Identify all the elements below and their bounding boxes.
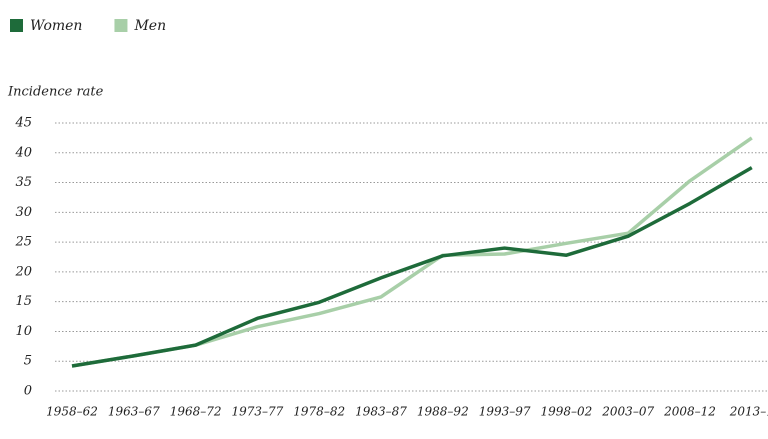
y-tick-label: 15 [15, 294, 32, 309]
legend-swatch [114, 19, 128, 32]
x-tick-label: 1983–87 [355, 405, 407, 419]
x-tick-label: 2013–1 [729, 405, 768, 419]
y-tick-label: 35 [15, 175, 32, 190]
x-tick-label: 1968–72 [170, 405, 222, 419]
y-axis-label: Incidence rate [7, 85, 104, 100]
x-tick-label: 2003–07 [601, 405, 654, 419]
x-tick-label: 1963–67 [108, 405, 160, 419]
legend-swatch [10, 19, 23, 32]
legend-label: Men [133, 18, 166, 34]
x-tick-label: 1993–97 [479, 405, 531, 419]
y-tick-label: 10 [15, 324, 32, 339]
x-tick-label: 1973–77 [231, 405, 283, 419]
y-tick-label: 5 [24, 354, 32, 369]
line-series [71, 166, 753, 368]
line-series [71, 136, 753, 368]
x-tick-label: 1958–62 [46, 405, 98, 419]
x-tick-label: 1988–92 [417, 405, 469, 419]
x-tick-label: 1978–82 [293, 405, 345, 419]
y-tick-label: 30 [15, 205, 32, 220]
y-tick-label: 20 [14, 264, 32, 279]
legend-label: Women [30, 18, 82, 34]
y-tick-label: 45 [14, 116, 32, 131]
y-tick-label: 0 [24, 384, 32, 399]
y-tick-label: 40 [14, 145, 32, 160]
x-tick-label: 1998–02 [540, 405, 592, 419]
y-tick-label: 25 [14, 235, 32, 250]
x-tick-label: 2008–12 [663, 405, 716, 419]
